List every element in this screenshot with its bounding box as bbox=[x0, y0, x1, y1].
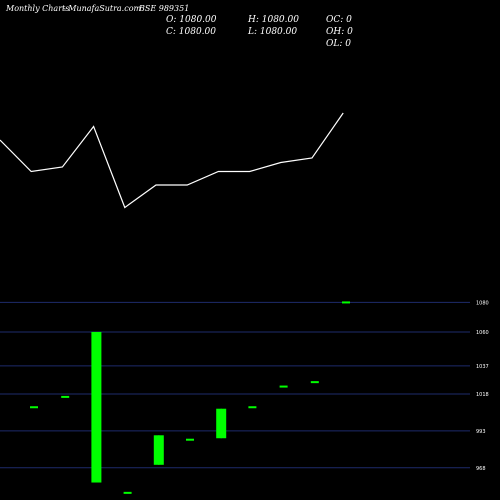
candle-body bbox=[248, 406, 257, 409]
price-grid bbox=[0, 301, 470, 469]
price-tick-label: 1060 bbox=[476, 330, 489, 336]
oc-value: OC: 0 bbox=[326, 15, 352, 25]
candle-body bbox=[30, 406, 38, 409]
price-tick-label: 1018 bbox=[476, 392, 489, 398]
price-axis: 1080 1060 1037 1018 993 968 bbox=[476, 300, 489, 471]
candle-body bbox=[61, 395, 70, 398]
price-tick-label: 1080 bbox=[476, 300, 489, 306]
oh-value: OH: 0 bbox=[326, 27, 353, 37]
source-label: - MunafaSutra.com bbox=[63, 4, 142, 13]
ol-value: OL: 0 bbox=[326, 39, 351, 49]
open-value: O: 1080.00 bbox=[166, 15, 217, 25]
candle-body bbox=[279, 385, 288, 388]
candle-body bbox=[186, 438, 194, 441]
close-value: C: 1080.00 bbox=[166, 27, 216, 37]
candles bbox=[30, 301, 350, 494]
high-value: H: 1080.00 bbox=[248, 15, 299, 25]
low-value: L: 1080.00 bbox=[248, 27, 298, 37]
indicator-line-panel bbox=[0, 112, 344, 209]
price-tick-label: 1037 bbox=[476, 364, 489, 370]
indicator-line bbox=[0, 112, 344, 209]
candle-body bbox=[123, 491, 132, 494]
symbol-label: BSE 989351 bbox=[139, 4, 190, 13]
candle-body bbox=[342, 301, 350, 304]
candle-body bbox=[310, 381, 319, 384]
price-tick-label: 968 bbox=[476, 466, 486, 472]
candle-body bbox=[153, 435, 164, 465]
price-tick-label: 993 bbox=[476, 429, 486, 435]
chart-title: Monthly Charts bbox=[6, 4, 70, 13]
candle-body bbox=[216, 408, 227, 439]
candle-body bbox=[91, 331, 102, 483]
